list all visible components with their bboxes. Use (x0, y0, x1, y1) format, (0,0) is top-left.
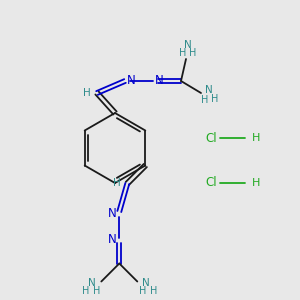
Text: H: H (252, 178, 260, 188)
Text: H: H (113, 178, 121, 188)
Text: H: H (252, 133, 260, 143)
Text: N: N (88, 278, 96, 289)
Text: N: N (142, 278, 150, 289)
Text: H: H (83, 88, 91, 98)
Text: H: H (179, 48, 187, 58)
Text: H: H (82, 286, 89, 296)
Text: N: N (108, 207, 117, 220)
Text: Cl: Cl (205, 176, 217, 190)
Text: H: H (139, 286, 146, 296)
Text: N: N (108, 233, 117, 246)
Text: H: H (201, 95, 209, 105)
Text: H: H (189, 48, 197, 58)
Text: H: H (150, 286, 157, 296)
Text: H: H (93, 286, 100, 296)
Text: N: N (205, 85, 213, 95)
Text: N: N (154, 74, 164, 88)
Text: H: H (211, 94, 219, 104)
Text: N: N (184, 40, 192, 50)
Text: Cl: Cl (205, 131, 217, 145)
Text: N: N (127, 74, 135, 88)
